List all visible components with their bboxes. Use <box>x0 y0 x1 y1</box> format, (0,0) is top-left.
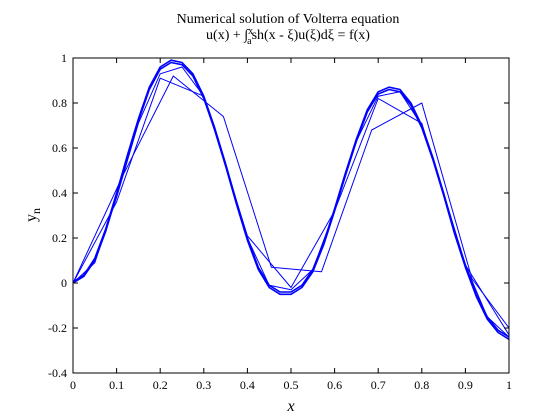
y-tick-label: 1 <box>61 51 67 65</box>
series-layer <box>72 59 510 340</box>
y-axis-label-main: y <box>23 214 40 222</box>
x-tick-label: 0.6 <box>327 378 342 392</box>
y-tick-label: 0.2 <box>52 231 67 245</box>
x-tick-label: 0.3 <box>196 378 211 392</box>
y-tick-label: -0.2 <box>48 321 67 335</box>
y-tick-label: -0.4 <box>48 366 67 380</box>
x-tick-label: 0 <box>70 378 76 392</box>
x-tick-label: 0.1 <box>109 378 124 392</box>
chart-title: Numerical solution of Volterra equation <box>177 12 400 27</box>
series-line-4 <box>72 77 510 336</box>
x-tick-label: 0.8 <box>414 378 429 392</box>
x-tick-label: 0.2 <box>153 378 168 392</box>
y-tick-label: 0.8 <box>52 96 67 110</box>
x-tick-label: 1 <box>506 378 512 392</box>
y-axis-ticks: -0.4 -0.2 0 0.2 0.4 0.6 0.8 1 <box>48 51 509 380</box>
x-tick-label: 0.9 <box>458 378 473 392</box>
x-axis-label: x <box>286 398 294 415</box>
subtitle-lower-limit: a <box>247 36 252 47</box>
y-axis-label: yn <box>23 208 43 222</box>
series-line-5 <box>72 75 510 329</box>
y-tick-label: 0 <box>61 276 67 290</box>
x-tick-label: 0.5 <box>284 378 299 392</box>
subtitle-upper-limit: x <box>248 26 253 37</box>
y-tick-label: 0.6 <box>52 141 67 155</box>
chart-subtitle: u(x) + ∫x ash(x - ξ)u(ξ)dξ = f(x) <box>206 26 370 47</box>
x-axis-ticks: 0 0.1 0.2 0.3 0.4 0.5 0.6 0.7 0.8 0.9 1 <box>70 58 512 392</box>
subtitle-rhs: sh(x - ξ)u(ξ)dξ = f(x) <box>252 28 371 43</box>
y-axis-label-subscript: n <box>29 208 43 214</box>
subtitle-lhs: u(x) + ∫ <box>206 28 249 43</box>
y-tick-label: 0.4 <box>52 186 67 200</box>
x-tick-label: 0.7 <box>371 378 386 392</box>
x-tick-label: 0.4 <box>240 378 255 392</box>
